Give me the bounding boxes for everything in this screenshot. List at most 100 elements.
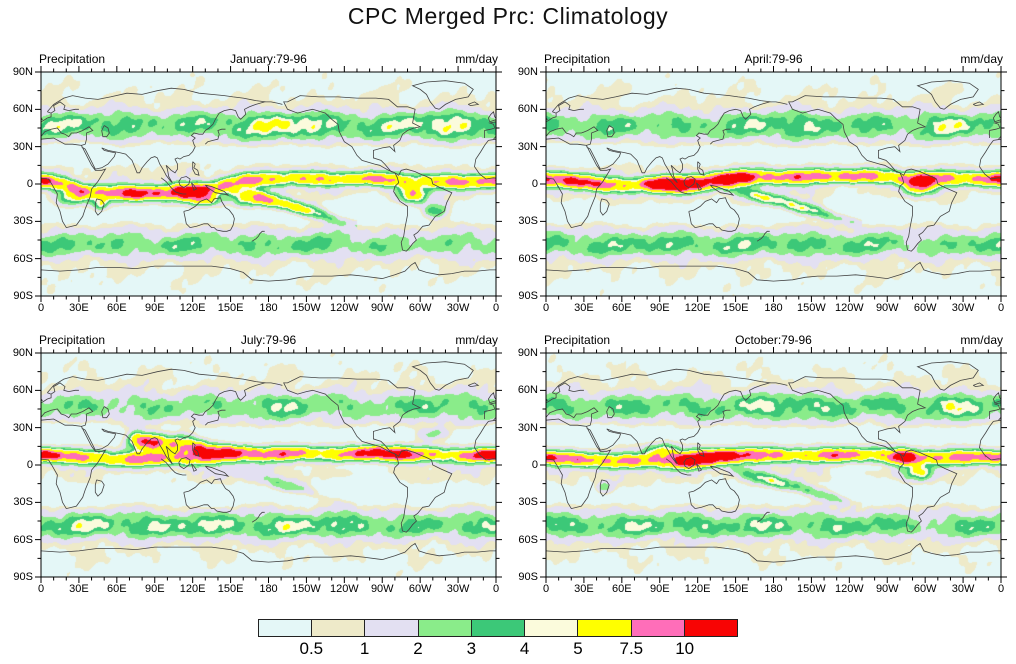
lat-tick-label: 30S — [13, 496, 33, 509]
colorbar-cell — [631, 620, 685, 636]
variable-label: Precipitation — [39, 52, 106, 66]
lon-tick-label: 0 — [37, 583, 45, 595]
lat-tick-label: 60N — [12, 103, 33, 116]
colorbar-cell — [525, 620, 579, 636]
panel-july: Precipitation July:79-96 mm/day 90N 60N 30… — [13, 333, 502, 595]
lon-tick-label: 0 — [37, 302, 45, 314]
lon-tick-label: 30E — [69, 583, 89, 595]
colorbar-tick-label: 0.5 — [299, 639, 324, 658]
lon-tick-label: 120E — [684, 583, 711, 595]
lon-tick-label: 90E — [649, 302, 670, 314]
lon-tick-label: 30E — [574, 302, 594, 314]
lon-tick-label: 60W — [408, 302, 432, 314]
lon-tick-label: 90W — [370, 302, 394, 314]
panel-april: Precipitation April:79-96 mm/day 90N 60N 3… — [518, 52, 1007, 314]
colorbar — [258, 619, 738, 637]
variable-label: Precipitation — [544, 52, 611, 66]
lon-tick-label: 60W — [913, 302, 937, 314]
colorbar-tick-label: 10 — [675, 639, 695, 658]
variable-label: Precipitation — [544, 333, 611, 347]
lon-tick-label: 60E — [107, 583, 127, 595]
lon-tick-label: 0 — [492, 302, 500, 314]
lon-tick-label: 150E — [722, 583, 749, 595]
lat-tick-label: 60S — [518, 252, 538, 265]
period-label: July:79-96 — [240, 333, 297, 347]
lat-tick-label: 60N — [12, 384, 33, 397]
lon-tick-label: 90E — [144, 302, 165, 314]
coastlines-overlay — [546, 361, 1001, 563]
lat-tick-label: 60N — [517, 384, 538, 397]
map-october — [540, 347, 1007, 583]
coastlines-overlay — [41, 80, 496, 282]
lon-tick-label: 180 — [764, 583, 783, 595]
lat-tick-label: 90N — [517, 66, 538, 78]
colorbar-tick-label: 5 — [573, 639, 583, 658]
lon-tick-label: 30W — [446, 302, 470, 314]
lat-tick-label: 0 — [531, 178, 538, 190]
lon-tick-label: 90E — [144, 583, 165, 595]
coastlines-overlay — [41, 361, 496, 563]
colorbar-cell — [418, 620, 472, 636]
period-label: January:79-96 — [230, 52, 307, 66]
colorbar-cell — [365, 620, 419, 636]
lon-tick-label: 150W — [292, 583, 321, 595]
panel-january: Precipitation January:79-96 mm/day 90N 60… — [13, 52, 502, 314]
lon-tick-label: 60E — [107, 302, 127, 314]
lon-tick-label: 30E — [69, 302, 89, 314]
units-label: mm/day — [960, 333, 1003, 347]
colorbar-labels: 0.5 1 2 3 4 5 7.5 10 — [258, 639, 738, 661]
colorbar-cell — [259, 620, 313, 636]
lat-tick-label: 30S — [518, 496, 538, 509]
panel-header: Precipitation October:79-96 mm/day — [544, 333, 1003, 349]
lat-tick-label: 90N — [517, 347, 538, 359]
lon-tick-label: 30E — [574, 583, 594, 595]
lon-tick-label: 90W — [875, 583, 899, 595]
lat-tick-label: 60S — [518, 533, 538, 546]
lat-tick-label: 90S — [518, 290, 538, 302]
lat-tick-label: 30N — [517, 140, 538, 153]
lon-tick-label: 0 — [542, 302, 550, 314]
lon-tick-label: 120W — [834, 302, 864, 314]
lat-tick-label: 30N — [12, 421, 33, 434]
units-label: mm/day — [960, 52, 1003, 66]
lon-tick-label: 120E — [179, 302, 206, 314]
colorbar-tick-label: 3 — [466, 639, 477, 658]
units-label: mm/day — [455, 52, 498, 66]
lon-tick-label: 180 — [259, 583, 278, 595]
lon-tick-label: 150E — [217, 583, 244, 595]
lon-tick-label: 90W — [370, 583, 394, 595]
period-label: April:79-96 — [744, 52, 803, 66]
lon-tick-label: 30W — [446, 583, 470, 595]
map-january — [35, 66, 502, 302]
lon-tick-label: 120W — [834, 583, 864, 595]
colorbar-tick-label: 1 — [359, 639, 370, 658]
panel-header: Precipitation July:79-96 mm/day — [39, 333, 498, 349]
map-april — [540, 66, 1007, 302]
colorbar-tick-label: 2 — [413, 639, 423, 658]
lon-tick-label: 0 — [997, 583, 1005, 595]
lon-tick-label: 0 — [542, 583, 550, 595]
lat-tick-label: 90S — [13, 290, 33, 302]
units-label: mm/day — [455, 333, 498, 347]
lon-tick-label: 0 — [997, 302, 1005, 314]
lat-tick-label: 60S — [13, 252, 33, 265]
lat-tick-label: 90S — [13, 571, 33, 583]
map-july — [35, 347, 502, 583]
lon-tick-label: 120E — [684, 302, 711, 314]
lon-tick-label: 150E — [217, 302, 244, 314]
lat-tick-label: 0 — [26, 459, 33, 471]
lon-tick-label: 30W — [951, 302, 975, 314]
lat-tick-label: 90N — [12, 66, 33, 78]
lat-tick-label: 0 — [26, 178, 33, 190]
lon-tick-label: 60W — [408, 583, 432, 595]
period-label: October:79-96 — [735, 333, 812, 347]
lon-tick-label: 60W — [913, 583, 937, 595]
colorbar-tick-label: 7.5 — [619, 639, 644, 658]
lon-tick-label: 120W — [329, 583, 359, 595]
lon-tick-label: 90W — [875, 302, 899, 314]
colorbar-cell — [312, 620, 366, 636]
colorbar-cell — [684, 620, 737, 636]
lat-tick-label: 90N — [12, 347, 33, 359]
panel-header: Precipitation April:79-96 mm/day — [544, 52, 1003, 68]
